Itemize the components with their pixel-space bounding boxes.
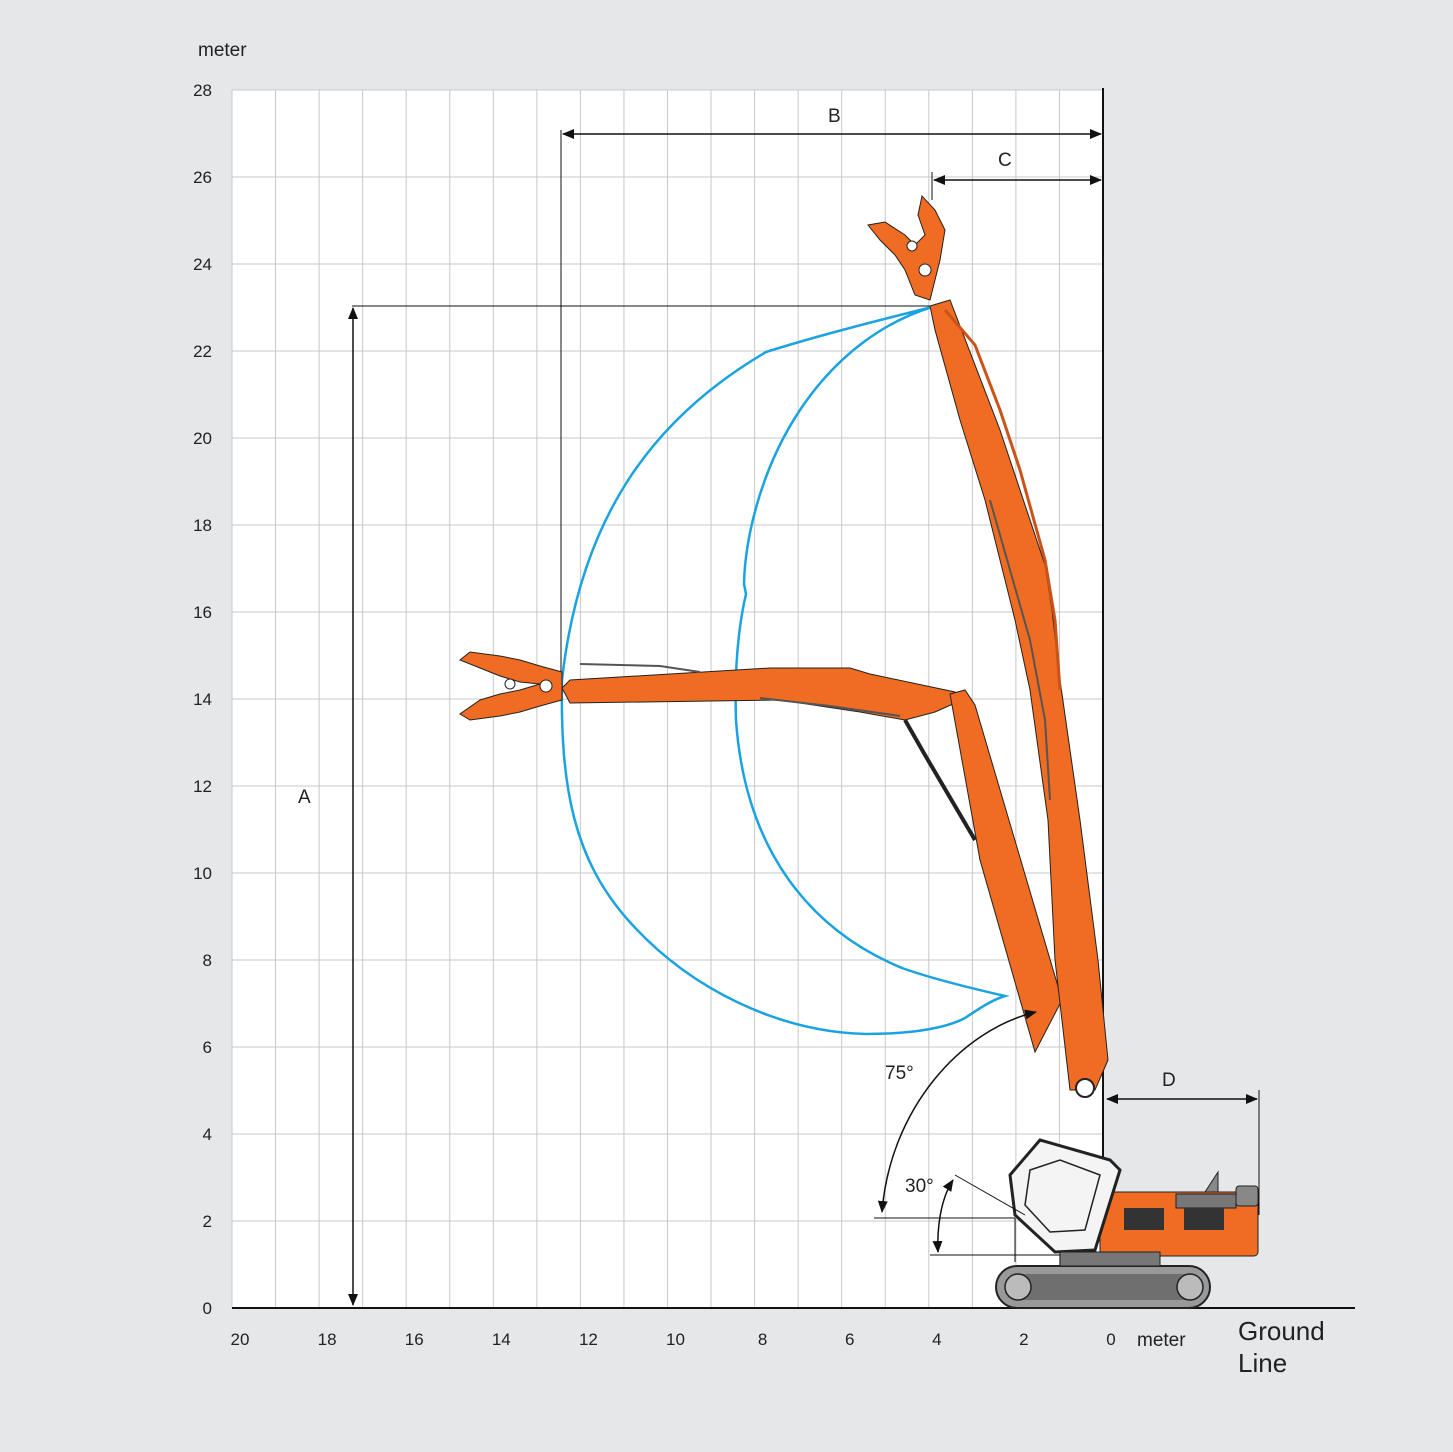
x-tick-label: 0 (1106, 1330, 1115, 1349)
y-tick-label: 28 (193, 81, 212, 100)
y-tick-label: 12 (193, 777, 212, 796)
y-unit-label: meter (198, 40, 247, 61)
y-tick-label: 22 (193, 342, 212, 361)
dimension-b: B (560, 106, 1102, 678)
x-tick-label: 12 (579, 1330, 598, 1349)
y-tick-label: 4 (203, 1125, 212, 1144)
dimension-a-label: A (298, 787, 311, 808)
dimension-b-label: B (828, 106, 841, 127)
y-tick-label: 16 (193, 603, 212, 622)
x-tick-label: 14 (492, 1330, 511, 1349)
y-tick-label: 20 (193, 429, 212, 448)
y-tick-label: 24 (193, 255, 212, 274)
y-tick-label: 8 (203, 951, 212, 970)
dimension-d-label: D (1162, 1070, 1176, 1091)
x-tick-label: 10 (666, 1330, 685, 1349)
boom-foot-pin (1075, 1078, 1095, 1098)
boom-horizontal (459, 651, 1063, 1054)
y-tick-label: 6 (203, 1038, 212, 1057)
x-unit-label: meter (1137, 1330, 1186, 1351)
y-tick-label: 2 (203, 1212, 212, 1231)
y-tick-label: 10 (193, 864, 212, 883)
x-tick-label: 20 (231, 1330, 250, 1349)
x-tick-label: 4 (932, 1330, 941, 1349)
angle-30-label: 30° (905, 1176, 934, 1197)
crusher-horizontal (459, 651, 563, 721)
ground-line-label-1: Ground (1238, 1316, 1325, 1346)
angle-30: 30° (905, 1174, 1060, 1256)
dimension-c-label: C (998, 150, 1012, 171)
dimension-d: D (1106, 1070, 1260, 1215)
excavator-body (995, 1138, 1259, 1309)
x-tick-label: 16 (405, 1330, 424, 1349)
y-tick-label: 26 (193, 168, 212, 187)
angle-75-label: 75° (885, 1063, 914, 1084)
x-tick-label: 18 (318, 1330, 337, 1349)
y-tick-label: 14 (193, 690, 212, 709)
x-tick-label: 8 (758, 1330, 767, 1349)
ground-line-label-2: Line (1238, 1348, 1287, 1378)
y-tick-label: 0 (203, 1299, 212, 1318)
x-tick-label: 2 (1019, 1330, 1028, 1349)
boom-vertical (867, 194, 1109, 1098)
dimension-c: C (931, 150, 1102, 200)
dimension-a: A (298, 305, 932, 1306)
x-tick-label: 6 (845, 1330, 854, 1349)
x-tick-labels: 20 18 16 14 12 10 8 6 4 2 0 (231, 1330, 1116, 1349)
y-tick-label: 18 (193, 516, 212, 535)
